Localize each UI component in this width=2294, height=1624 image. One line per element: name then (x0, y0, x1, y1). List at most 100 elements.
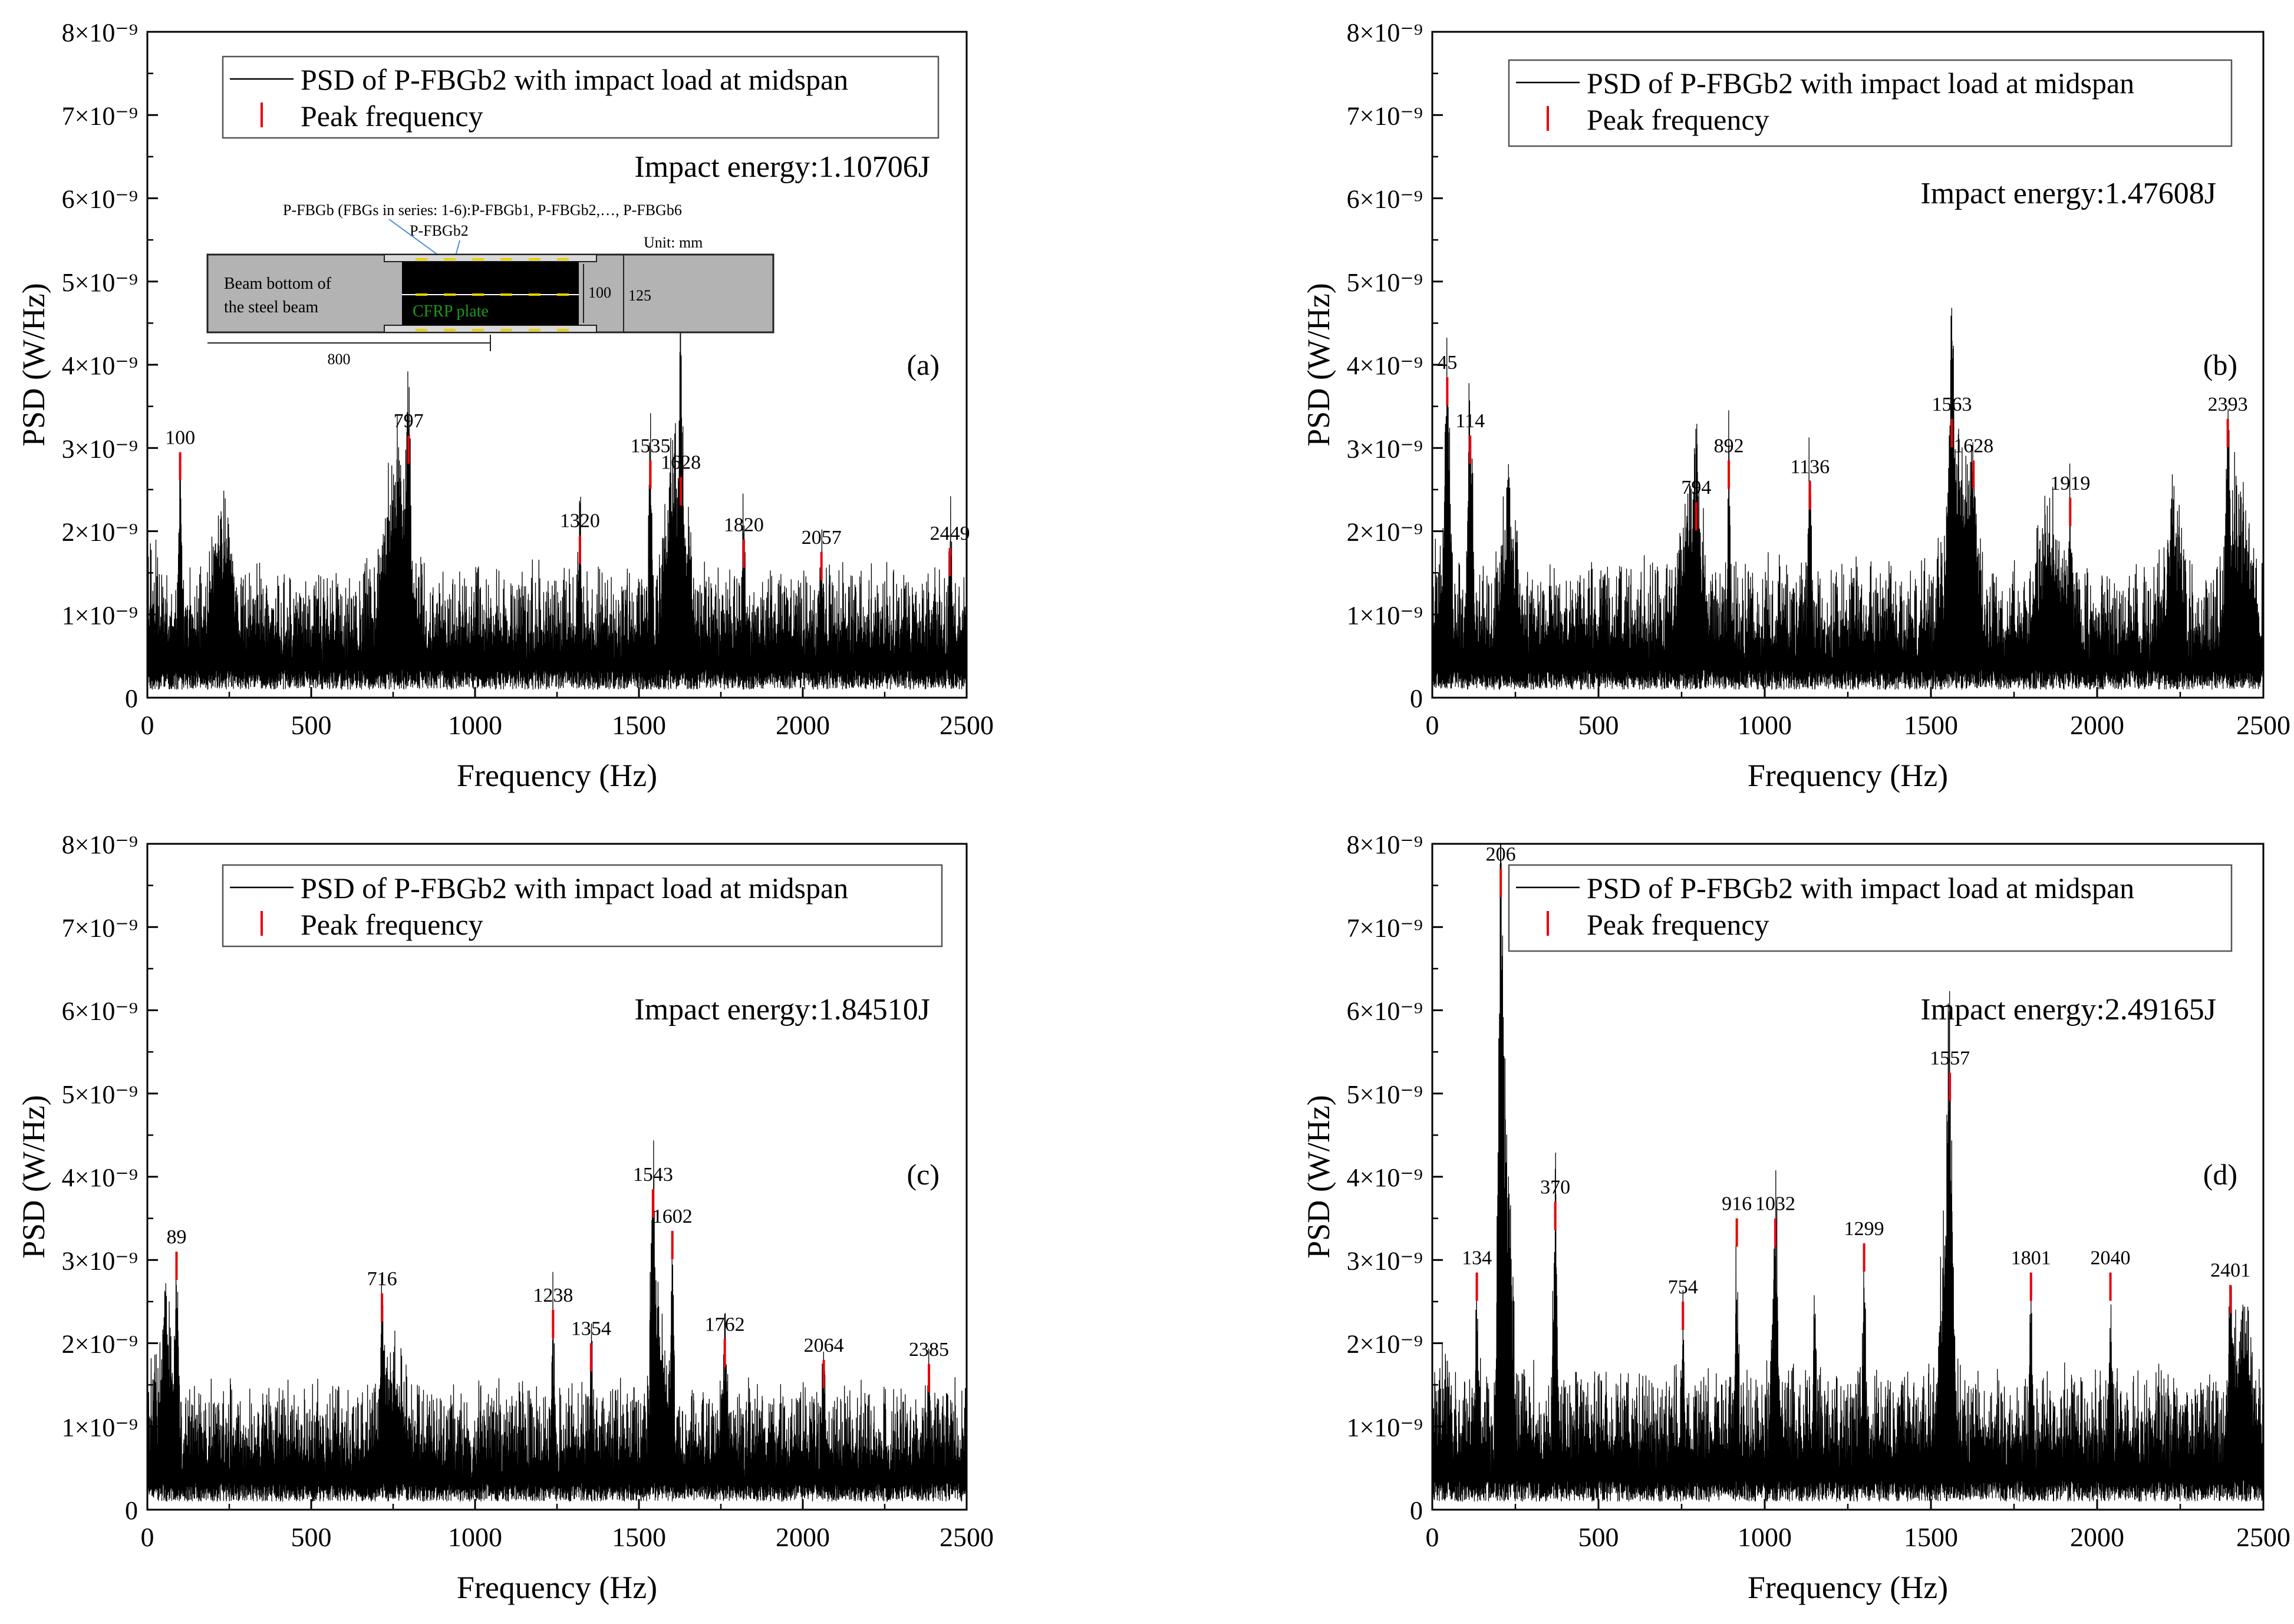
panel-label: (d) (2203, 1158, 2237, 1191)
peak-label: 1563 (1932, 394, 1972, 415)
y-tick-label: 1×10⁻⁹ (1347, 601, 1423, 630)
y-tick-label: 7×10⁻⁹ (1347, 913, 1423, 942)
y-tick-label: 5×10⁻⁹ (1347, 1080, 1423, 1109)
y-tick-label: 0 (1410, 684, 1423, 713)
y-tick-label: 2×10⁻⁹ (1347, 1330, 1423, 1359)
x-tick-label: 500 (1578, 1522, 1619, 1552)
peak-label: 1820 (724, 514, 764, 536)
x-tick-label: 2500 (2236, 1522, 2290, 1552)
peak-label: 89 (166, 1226, 186, 1248)
y-axis-title: PSD (W/Hz) (16, 1095, 51, 1258)
peak-label: 1762 (705, 1313, 745, 1335)
x-axis-title: Frequency (Hz) (1748, 758, 1948, 793)
y-tick-label: 2×10⁻⁹ (62, 1330, 138, 1359)
peak-label: 370 (1540, 1176, 1570, 1198)
peak-label: 45 (1437, 352, 1457, 374)
x-tick-label: 2500 (940, 1522, 994, 1552)
x-tick-label: 1500 (612, 1522, 666, 1552)
chart-panel-a: 0 500 1000 1500 2000 2500 0 1×10⁻⁹ 2×10⁻⁹ 3×10⁻⁹ 4… (16, 18, 994, 793)
peak-label: 892 (1714, 435, 1744, 457)
legend: PSD of P-FBGb2 with impact load at midsp… (1508, 59, 2233, 147)
peak-label: 1801 (2011, 1247, 2051, 1269)
y-tick-label: 3×10⁻⁹ (62, 1246, 138, 1275)
impact-energy-text: Impact energy:1.84510J (634, 993, 930, 1026)
peak-label: 1299 (1844, 1218, 1884, 1240)
peak-label: 2401 (2210, 1260, 2250, 1282)
y-tick-label: 5×10⁻⁹ (1347, 268, 1423, 297)
peak-label: 1320 (560, 510, 600, 532)
y-tick-label: 7×10⁻⁹ (62, 913, 138, 942)
peak-label: 1628 (661, 452, 701, 474)
peak-label: 1919 (2050, 473, 2090, 494)
x-tick-label: 2000 (2070, 1522, 2124, 1552)
x-tick-label: 1000 (1738, 1522, 1792, 1552)
legend-box (222, 55, 940, 139)
legend-box (1508, 59, 2233, 147)
y-tick-label: 5×10⁻⁹ (62, 1080, 138, 1109)
x-axis-title: Frequency (Hz) (1748, 1570, 1948, 1605)
y-axis-title: PSD (W/Hz) (1301, 1095, 1336, 1258)
peak-label: 2449 (930, 523, 970, 544)
legend-box (222, 864, 943, 948)
cfrp-plate (402, 262, 579, 325)
x-tick-label: 2000 (776, 710, 830, 740)
x-axis-title: Frequency (Hz) (457, 1570, 657, 1605)
impact-energy-text: Impact energy:1.10706J (634, 150, 930, 184)
x-tick-label: 2000 (2070, 710, 2124, 740)
peak-label: 797 (394, 410, 424, 432)
legend-series-label: PSD of P-FBGb2 with impact load at midsp… (301, 63, 848, 96)
psd-series-line (1432, 308, 2264, 690)
psd-series-line (147, 311, 967, 690)
y-tick-label: 4×10⁻⁹ (62, 1163, 138, 1192)
x-axis-title: Frequency (Hz) (457, 758, 657, 793)
y-tick-label: 6×10⁻⁹ (62, 997, 138, 1026)
inset-sensor-label: P-FBGb2 (410, 222, 469, 239)
y-tick-label: 8×10⁻⁹ (62, 18, 138, 47)
peak-label: 1535 (630, 435, 670, 457)
impact-energy-text: Impact energy:1.47608J (1920, 177, 2216, 210)
peak-label: 114 (1455, 410, 1485, 432)
inset-dim-100: 100 (588, 284, 611, 301)
y-tick-label: 1×10⁻⁹ (1347, 1413, 1423, 1442)
x-tick-label: 1000 (1738, 710, 1792, 740)
y-tick-label: 0 (125, 684, 138, 713)
y-tick-label: 3×10⁻⁹ (1347, 1246, 1423, 1275)
peak-label: 1354 (571, 1318, 611, 1340)
y-tick-label: 2×10⁻⁹ (62, 518, 138, 547)
x-tick-label: 0 (1426, 710, 1439, 740)
peak-label: 716 (367, 1268, 397, 1290)
peak-label: 100 (165, 427, 195, 448)
inset-unit: Unit: mm (644, 234, 703, 251)
panel-label: (c) (907, 1158, 940, 1191)
x-tick-label: 0 (141, 1522, 154, 1552)
legend-series-label: PSD of P-FBGb2 with impact load at midsp… (301, 872, 848, 905)
impact-energy-text: Impact energy:2.49165J (1920, 993, 2216, 1026)
peak-label: 1628 (1953, 435, 1993, 457)
legend: PSD of P-FBGb2 with impact load at midsp… (1508, 864, 2233, 952)
legend-series-label: PSD of P-FBGb2 with impact load at midsp… (1587, 872, 2134, 905)
peak-label: 1136 (1790, 456, 1830, 478)
x-tick-label: 1500 (1904, 1522, 1958, 1552)
peak-label: 916 (1722, 1193, 1752, 1215)
y-tick-label: 1×10⁻⁹ (62, 601, 138, 630)
x-tick-label: 1500 (612, 710, 666, 740)
y-tick-label: 3×10⁻⁹ (62, 434, 138, 463)
peak-label: 2393 (2208, 394, 2248, 415)
legend-peaks-label: Peak frequency (1587, 103, 1769, 136)
inset-title: P-FBGb (FBGs in series: 1-6):P-FBGb1, P-… (283, 202, 682, 219)
inset-plate-label: CFRP plate (413, 302, 489, 321)
legend: PSD of P-FBGb2 with impact load at midsp… (222, 55, 940, 139)
y-tick-label: 4×10⁻⁹ (1347, 351, 1423, 380)
y-tick-label: 6×10⁻⁹ (1347, 185, 1423, 214)
y-tick-label: 4×10⁻⁹ (62, 351, 138, 380)
peak-label: 134 (1462, 1247, 1492, 1269)
x-tick-label: 2000 (776, 1522, 830, 1552)
y-tick-label: 5×10⁻⁹ (62, 268, 138, 297)
y-tick-label: 7×10⁻⁹ (1347, 101, 1423, 130)
inset-dim-800: 800 (328, 351, 351, 368)
panel-label: (a) (907, 348, 940, 381)
chart-panel-d: 0 500 1000 1500 2000 2500 0 1×10⁻⁹ 2×10⁻⁹ 3×10⁻⁹ 4… (1301, 830, 2290, 1605)
x-tick-label: 500 (291, 1522, 332, 1552)
y-tick-label: 1×10⁻⁹ (62, 1413, 138, 1442)
legend-peaks-label: Peak frequency (1587, 908, 1769, 941)
